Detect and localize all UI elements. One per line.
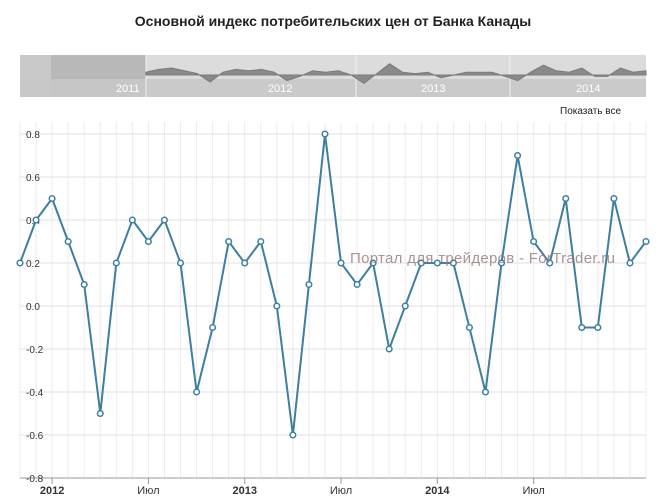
data-point[interactable] [594,323,602,332]
y-tick-label: -0.6 [26,431,44,442]
navigator-mini-area [145,63,647,85]
data-point[interactable] [160,216,169,224]
series-line [19,133,647,436]
data-point[interactable] [176,259,185,267]
data-point[interactable] [144,237,152,246]
x-tick-label: Июл [137,485,159,497]
x-axis: 2012 Июл 2013 Июл 2014 Июл [40,478,545,497]
data-point[interactable] [626,259,634,267]
y-tick-label: 0.4 [26,216,40,227]
data-point[interactable] [128,216,136,224]
nav-year-2014: 2014 [576,83,600,95]
x-tick-label: 2014 [425,485,450,497]
show-all-button[interactable]: Показать все [560,106,622,117]
chart-title: Основной индекс потребительских цен от Б… [134,13,532,29]
y-tick-label: -0.8 [26,474,44,485]
y-tick-label: 0.8 [26,130,40,141]
data-point[interactable] [209,323,217,332]
chart-grid [19,122,647,479]
data-point[interactable] [64,237,72,246]
watermark: Портал для трейдеров - ForTrader.ru [350,250,616,267]
data-point[interactable] [273,302,281,310]
y-tick-label: -0.2 [26,345,44,356]
data-point[interactable] [353,280,361,289]
data-point[interactable] [337,259,345,267]
series-points [16,130,650,439]
x-tick-label: 2012 [40,485,64,497]
data-point[interactable] [562,194,570,203]
data-point[interactable] [289,431,297,439]
data-point[interactable] [530,237,538,246]
data-point[interactable] [481,388,490,396]
range-navigator[interactable]: 2011 2012 2013 2014 [0,0,666,100]
data-point[interactable] [257,237,265,246]
nav-year-2012: 2012 [268,83,292,95]
data-point[interactable] [610,194,618,203]
data-point[interactable] [642,237,650,246]
x-tick-label: Июл [522,485,544,497]
data-point[interactable] [16,259,24,267]
nav-year-2011: 2011 [116,83,140,95]
y-tick-label: -0.4 [26,388,44,399]
data-point[interactable] [241,259,249,267]
data-point[interactable] [80,280,88,289]
data-point[interactable] [32,216,40,224]
data-point[interactable] [193,388,201,396]
data-point[interactable] [401,302,409,310]
data-point[interactable] [225,237,233,246]
data-point[interactable] [385,345,393,353]
navigator-year-bar [20,79,646,97]
data-point[interactable] [514,151,522,160]
data-point[interactable] [465,323,473,332]
data-point[interactable] [305,280,313,289]
data-point[interactable] [578,323,586,332]
data-point[interactable] [96,409,104,418]
data-point[interactable] [112,259,120,267]
y-tick-label: 0.2 [26,259,40,270]
x-tick-label: Июл [330,485,352,497]
y-tick-label: 0.6 [26,173,40,184]
y-axis: 0.8 0.6 0.4 0.2 0.0 -0.2 -0.4 -0.6 -0.8 [26,130,44,485]
nav-year-2013: 2013 [421,83,445,95]
y-tick-label: 0.0 [26,302,40,313]
data-point[interactable] [48,194,56,203]
x-tick-label: 2013 [232,485,256,497]
data-point[interactable] [321,130,329,138]
